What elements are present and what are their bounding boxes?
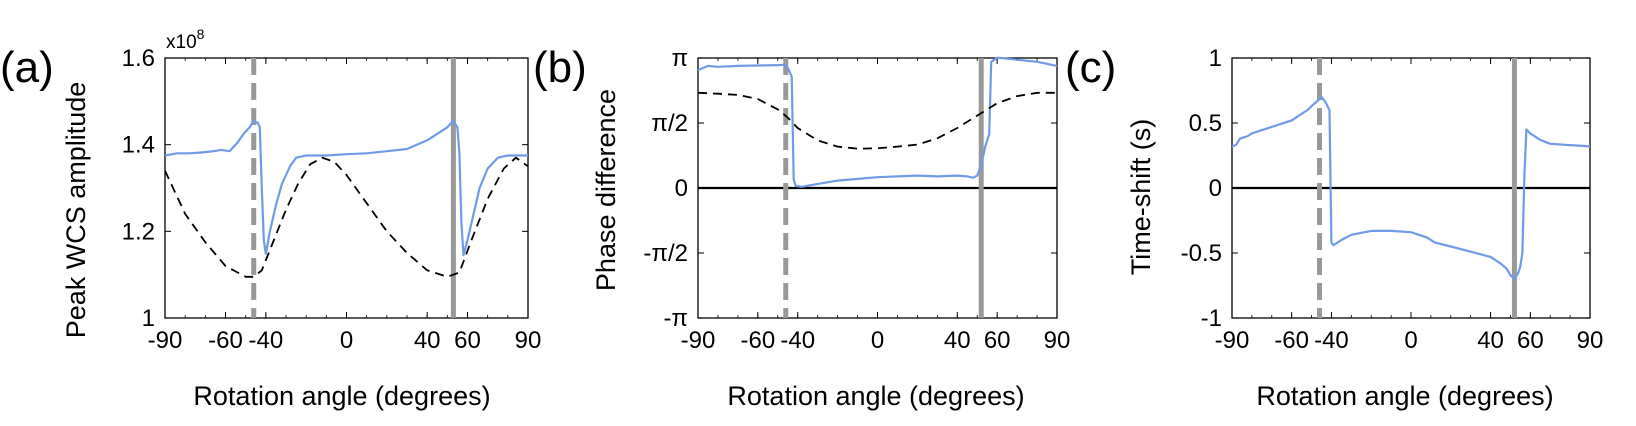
y-tick-label: π — [671, 45, 688, 72]
x-tick-label: -40 — [1314, 327, 1349, 354]
x-tick-label: 90 — [1577, 327, 1604, 354]
y-tick-label: 1.4 — [122, 132, 155, 159]
y-tick-label: 1 — [142, 305, 155, 332]
y-tick-label: -π — [663, 305, 688, 332]
x-tick-label: 40 — [944, 327, 971, 354]
x-tick-label: 0 — [871, 327, 884, 354]
y-tick-label: 0 — [1209, 175, 1222, 202]
y-tick-label: 1 — [1209, 45, 1222, 72]
y-axis-label: Peak WCS amplitude — [61, 82, 91, 339]
x-axis-label: Rotation angle (degrees) — [193, 381, 490, 411]
x-tick-label: 0 — [1404, 327, 1417, 354]
panel-b: (b) Phase difference Rotation angle (deg… — [533, 43, 1070, 411]
x-tick-label: -40 — [248, 327, 283, 354]
y-tick-label: 1.2 — [122, 218, 155, 245]
x-tick-label: -60 — [1274, 327, 1309, 354]
x-tick-label: 60 — [1517, 327, 1544, 354]
y-axis-label: Time-shift (s) — [1126, 119, 1156, 276]
y-tick-label: 0 — [675, 175, 688, 202]
panel-label: (a) — [0, 43, 54, 92]
plot-area: -90 -60 -40 0 40 60 90 -π -π/2 0 π/2 π — [643, 45, 1070, 354]
x-tick-label: -60 — [740, 327, 775, 354]
x-tick-label: -90 — [148, 327, 183, 354]
y-tick-label: -0.5 — [1181, 240, 1222, 267]
y-tick-label: -1 — [1201, 305, 1222, 332]
x-tick-label: 60 — [454, 327, 481, 354]
dashed-series-line — [164, 156, 529, 278]
panel-c: (c) Time-shift (s) Rotation angle (degre… — [1065, 43, 1603, 411]
panel-a: (a) x108 Peak WCS amplitude Rotation ang… — [0, 26, 541, 411]
plot-frame — [164, 57, 529, 319]
x-tick-label: 90 — [1044, 327, 1071, 354]
y-axis-label: Phase difference — [591, 89, 621, 291]
solid-series-line — [1231, 95, 1591, 281]
x-tick-label: 40 — [414, 327, 441, 354]
y-exponent-label: x108 — [166, 26, 205, 53]
panel-label: (b) — [533, 43, 587, 92]
x-tick-label: -90 — [1215, 327, 1250, 354]
plot-area: -90 -60 -40 0 40 60 90 -1 -0.5 0 0.5 1 — [1181, 45, 1604, 354]
solid-series-line — [697, 56, 1058, 188]
panel-label: (c) — [1065, 43, 1116, 92]
x-tick-label: 60 — [984, 327, 1011, 354]
x-axis-label: Rotation angle (degrees) — [1256, 381, 1553, 411]
x-axis-label: Rotation angle (degrees) — [727, 381, 1024, 411]
y-tick-label: 1.6 — [122, 45, 155, 72]
x-tick-label: 40 — [1477, 327, 1504, 354]
x-tick-label: 0 — [340, 327, 353, 354]
y-tick-label: -π/2 — [643, 240, 688, 267]
y-tick-label: 0.5 — [1189, 110, 1222, 137]
solid-series-line — [164, 119, 528, 257]
x-tick-label: 90 — [515, 327, 542, 354]
plot-area: -90 -60 -40 0 40 60 90 1 1.2 1.4 1.6 — [122, 45, 542, 354]
x-tick-label: -90 — [681, 327, 716, 354]
x-tick-label: -40 — [780, 327, 815, 354]
dashed-series-line — [697, 91, 1057, 150]
y-tick-label: π/2 — [651, 110, 688, 137]
x-tick-label: -60 — [208, 327, 243, 354]
